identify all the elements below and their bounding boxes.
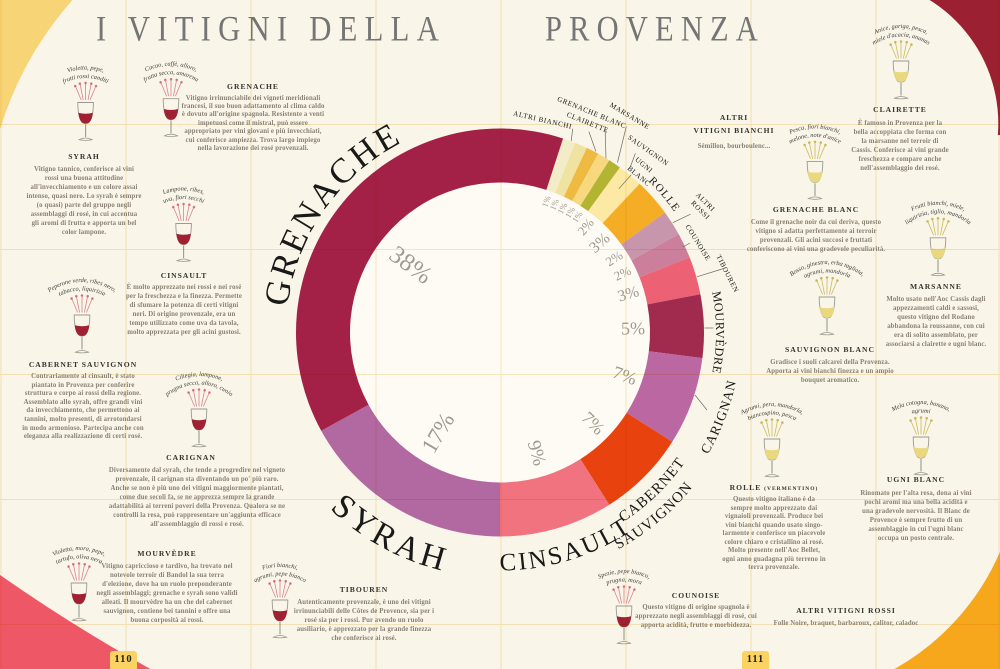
svg-text:1%: 1% xyxy=(555,201,569,216)
svg-text:1%: 1% xyxy=(563,205,577,220)
svg-text:agrumi: agrumi xyxy=(911,407,931,415)
svg-text:Fiori bianchi,: Fiori bianchi, xyxy=(260,562,299,572)
svg-text:I VITIGNI DELLA: I VITIGNI DELLA xyxy=(96,9,446,49)
svg-text:PROVENZA: PROVENZA xyxy=(545,9,765,49)
svg-text:1%: 1% xyxy=(547,197,561,211)
svg-text:2%: 2% xyxy=(611,263,633,284)
svg-text:5%: 5% xyxy=(621,318,645,338)
svg-text:Lampone, ribes,: Lampone, ribes, xyxy=(161,185,206,196)
svg-text:Violetta, pepe,: Violetta, pepe, xyxy=(66,64,105,74)
svg-text:3%: 3% xyxy=(616,283,641,305)
svg-text:prugna, mora: prugna, mora xyxy=(604,576,642,586)
svg-text:MOURVÈDRE: MOURVÈDRE xyxy=(709,290,727,375)
svg-text:Ciliegia, lampone,: Ciliegia, lampone, xyxy=(174,371,224,383)
svg-text:TIBOUREN: TIBOUREN xyxy=(714,254,740,294)
svg-text:uva, fiori secchi: uva, fiori secchi xyxy=(162,194,205,205)
svg-text:1%: 1% xyxy=(539,194,552,208)
svg-text:CARIGNAN: CARIGNAN xyxy=(697,378,739,456)
